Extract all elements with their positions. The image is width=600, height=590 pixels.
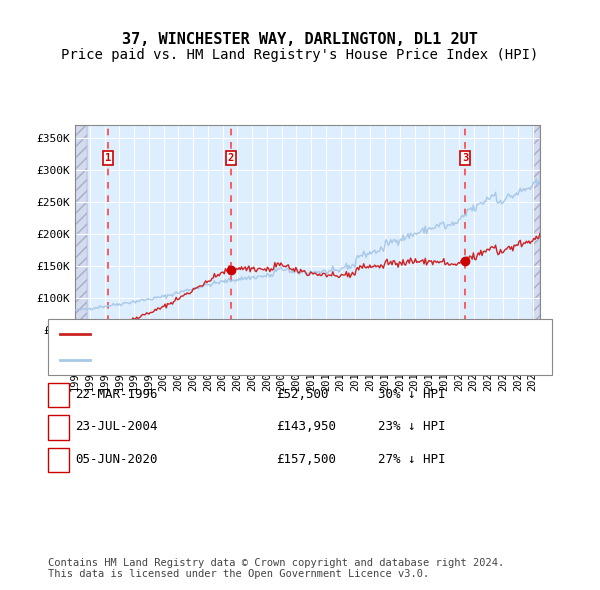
Text: HPI: Average price, detached house, Darlington: HPI: Average price, detached house, Darl… (96, 353, 424, 366)
Text: 3: 3 (462, 153, 468, 163)
Text: 37, WINCHESTER WAY, DARLINGTON, DL1 2UT (detached house): 37, WINCHESTER WAY, DARLINGTON, DL1 2UT … (96, 327, 495, 340)
Text: 3: 3 (55, 453, 62, 466)
Text: 1: 1 (55, 388, 62, 401)
Text: Contains HM Land Registry data © Crown copyright and database right 2024.
This d: Contains HM Land Registry data © Crown c… (48, 558, 504, 579)
Text: 2: 2 (228, 153, 234, 163)
Text: 27% ↓ HPI: 27% ↓ HPI (378, 453, 445, 466)
Bar (533, 125, 540, 362)
Bar (75, 125, 87, 362)
Text: £157,500: £157,500 (276, 453, 336, 466)
Text: 23-JUL-2004: 23-JUL-2004 (75, 420, 157, 433)
Text: Price paid vs. HM Land Registry's House Price Index (HPI): Price paid vs. HM Land Registry's House … (61, 48, 539, 63)
Bar (75, 125, 87, 362)
Text: 37, WINCHESTER WAY, DARLINGTON, DL1 2UT: 37, WINCHESTER WAY, DARLINGTON, DL1 2UT (122, 32, 478, 47)
Bar (533, 125, 540, 362)
Text: 30% ↓ HPI: 30% ↓ HPI (378, 388, 445, 401)
Text: £143,950: £143,950 (276, 420, 336, 433)
Text: £52,500: £52,500 (276, 388, 329, 401)
Text: 23% ↓ HPI: 23% ↓ HPI (378, 420, 445, 433)
Text: 2: 2 (55, 420, 62, 433)
Text: 1: 1 (104, 153, 111, 163)
Text: 05-JUN-2020: 05-JUN-2020 (75, 453, 157, 466)
Text: 22-MAR-1996: 22-MAR-1996 (75, 388, 157, 401)
